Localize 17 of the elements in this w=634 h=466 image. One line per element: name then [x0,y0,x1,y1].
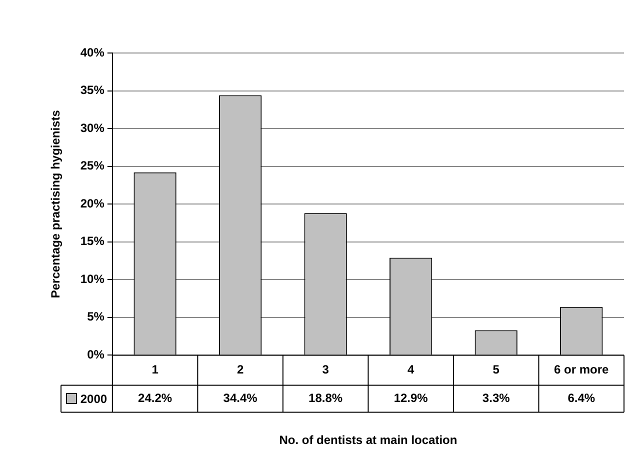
y-axis-title: Percentage practising hygienists [48,110,63,298]
y-tick-label: 30% [80,120,105,135]
x-axis-title: No. of dentists at main location [279,433,458,448]
y-tick-label: 10% [80,272,105,286]
y-tick-label: 25% [80,158,105,173]
y-tick-label: 0% [87,348,105,362]
x-tick-label: 1 [152,362,159,377]
x-tick-label: 5 [492,362,500,377]
y-tick-label: 40% [80,45,105,60]
x-tick-label: 3 [322,362,330,377]
x-tick-label: 4 [407,362,414,377]
y-tick-label: 35% [80,83,105,98]
y-tick-label: 15% [80,234,105,248]
y-tick-label: 5% [87,310,105,324]
x-tick-label: 6 or more [554,362,610,377]
y-tick-label: 20% [80,196,105,210]
x-tick-label: 2 [236,362,244,377]
